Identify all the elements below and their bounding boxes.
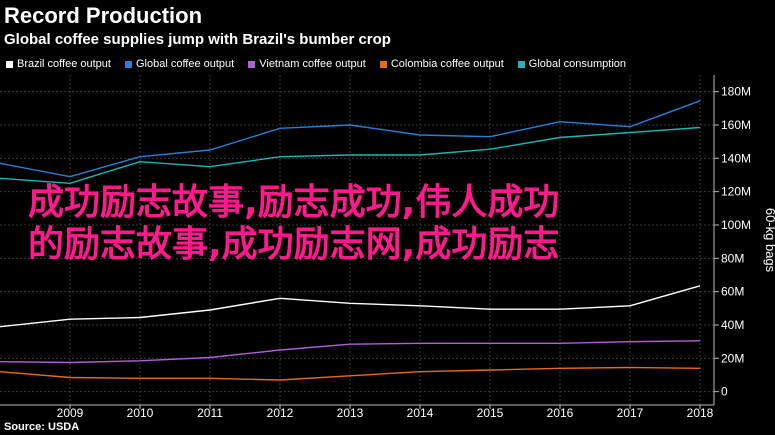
series-line-brazil-coffee-output [0,285,701,328]
chart-legend: Brazil coffee output Global coffee outpu… [6,58,626,70]
y-tick-label: 20M [721,351,744,365]
legend-swatch-global-consumption [517,60,525,68]
legend-swatch-brazil [6,60,13,68]
y-tick-label: 140M [721,151,751,165]
y-tick-label: 180M [721,85,751,99]
legend-label-colombia: Colombia coffee output [390,58,504,70]
y-tick-label: 160M [721,118,751,132]
series-line-colombia-coffee-output [0,366,701,381]
y-tick-label: 60M [721,285,744,299]
x-tick-label: 2012 [267,406,294,420]
y-tick-label: 100M [721,218,751,232]
legend-label-brazil: Brazil coffee output [17,58,111,70]
x-tick-label: 2010 [127,406,154,420]
x-tick-label: 2017 [617,406,644,420]
y-tick-label: 40M [721,318,744,332]
legend-swatch-global-output [124,60,132,68]
x-tick-label: 2014 [407,406,434,420]
legend-swatch-colombia [379,60,387,68]
watermark-line-1: 成功励志故事,励志成功,伟人成功 [28,182,560,223]
series-line-global-coffee-output [0,100,701,178]
chart-subtitle: Global coffee supplies jump with Brazil'… [4,31,391,48]
y-axis-label: 60-kg bags [763,208,775,273]
legend-label-global-output: Global coffee output [135,58,235,70]
y-tick-label: 80M [721,251,744,265]
source-note: Source: USDA [4,421,80,433]
legend-item-brazil: Brazil coffee output [6,58,111,70]
legend-item-colombia: Colombia coffee output [379,58,504,70]
x-tick-label: 2013 [337,406,364,420]
y-tick-label: 0 [721,385,728,399]
watermark-text: 成功励志故事,励志成功,伟人成功 的励志故事,成功励志网,成功励志 [28,182,559,266]
legend-item-global-consumption: Global consumption [517,58,627,70]
series-line-vietnam-coffee-output [0,340,701,364]
series-line-global-consumption [0,126,701,185]
legend-label-vietnam: Vietnam coffee output [259,58,366,70]
legend-item-vietnam: Vietnam coffee output [248,58,366,70]
x-tick-label: 2015 [477,406,504,420]
watermark-line-2: 的励志故事,成功励志网,成功励志 [28,224,560,265]
legend-label-global-consumption: Global consumption [528,58,627,70]
y-tick-label: 120M [721,185,751,199]
x-tick-label: 2009 [57,406,84,420]
x-tick-label: 2016 [547,406,574,420]
x-tick-label: 2011 [197,406,223,420]
chart-title: Record Production [4,3,203,28]
legend-item-global-output: Global coffee output [124,58,235,70]
legend-swatch-vietnam [248,60,256,68]
x-tick-label: 2018 [687,406,714,420]
